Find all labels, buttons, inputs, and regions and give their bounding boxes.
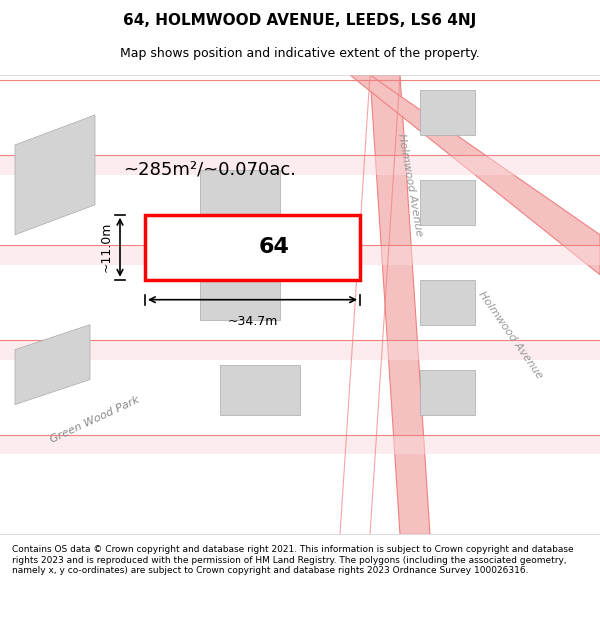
Bar (420, 280, 475, 324)
Bar (200, 270, 280, 319)
Bar (0, 434, 600, 454)
Bar (200, 170, 280, 225)
Bar (0, 155, 600, 175)
Bar (145, 215, 360, 280)
Text: ~11.0m: ~11.0m (100, 222, 113, 272)
Polygon shape (15, 115, 95, 235)
Bar (420, 369, 475, 414)
Text: Green Wood Park: Green Wood Park (49, 394, 141, 444)
Polygon shape (350, 75, 600, 275)
Bar (220, 364, 300, 414)
Polygon shape (370, 75, 430, 534)
Text: Holmwood Avenue: Holmwood Avenue (396, 132, 424, 237)
Bar (0, 339, 600, 359)
Bar (0, 245, 600, 265)
Polygon shape (15, 324, 90, 404)
Text: Holmwood Avenue: Holmwood Avenue (476, 289, 544, 380)
Text: 64: 64 (259, 238, 289, 258)
Text: Map shows position and indicative extent of the property.: Map shows position and indicative extent… (120, 48, 480, 61)
Text: ~285m²/~0.070ac.: ~285m²/~0.070ac. (123, 161, 296, 179)
Bar (420, 90, 475, 135)
Bar (420, 180, 475, 225)
Text: Contains OS data © Crown copyright and database right 2021. This information is : Contains OS data © Crown copyright and d… (12, 545, 574, 575)
Text: ~34.7m: ~34.7m (227, 314, 278, 328)
Text: 64, HOLMWOOD AVENUE, LEEDS, LS6 4NJ: 64, HOLMWOOD AVENUE, LEEDS, LS6 4NJ (124, 14, 476, 29)
